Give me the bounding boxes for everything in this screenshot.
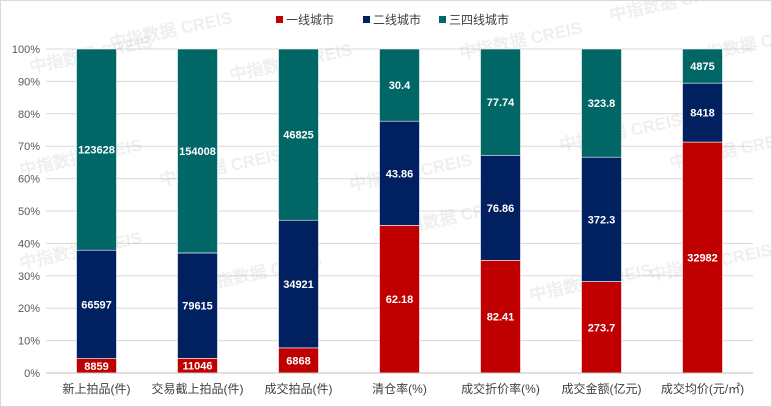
legend-label: 三四线城市 bbox=[449, 12, 509, 27]
data-label: 46825 bbox=[283, 130, 314, 142]
data-label: 32982 bbox=[687, 253, 718, 265]
y-tick-label: 40% bbox=[18, 238, 40, 250]
data-label: 8418 bbox=[690, 108, 714, 120]
legend-label: 二线城市 bbox=[373, 12, 421, 27]
data-label: 82.41 bbox=[487, 312, 515, 324]
bar-segment bbox=[581, 48, 622, 158]
data-label: 43.86 bbox=[386, 168, 414, 180]
bar-segment bbox=[682, 141, 723, 374]
x-category-label: 成交均价(元/㎡) bbox=[661, 381, 744, 396]
bar-segment bbox=[278, 347, 319, 374]
data-label: 273.7 bbox=[588, 322, 616, 334]
data-label: 34921 bbox=[283, 279, 314, 291]
bar-segment bbox=[682, 48, 723, 84]
y-tick-label: 100% bbox=[12, 44, 40, 56]
legend-label: 一线城市 bbox=[286, 12, 334, 27]
bar-segment bbox=[76, 48, 117, 251]
bar-segment bbox=[177, 252, 218, 359]
bar-segment bbox=[480, 48, 521, 156]
bar-segment bbox=[278, 219, 319, 349]
bar-segment bbox=[581, 156, 622, 282]
y-tick-label: 50% bbox=[18, 206, 40, 218]
data-label: 372.3 bbox=[588, 214, 616, 226]
x-category-label: 新上拍品(件) bbox=[63, 381, 131, 396]
y-tick-label: 90% bbox=[18, 76, 40, 88]
data-label: 11046 bbox=[183, 361, 213, 373]
data-label: 30.4 bbox=[389, 80, 411, 92]
y-tick-label: 0% bbox=[24, 368, 40, 380]
bar-segment bbox=[76, 249, 117, 359]
x-category-label: 清仓率(%) bbox=[372, 381, 427, 396]
y-tick-label: 60% bbox=[18, 174, 40, 186]
legend-swatch bbox=[439, 16, 446, 23]
legend-swatch bbox=[363, 16, 370, 23]
watermark-text: 中指数据 CREIS bbox=[108, 7, 234, 52]
y-tick-label: 20% bbox=[18, 303, 40, 315]
data-label: 8859 bbox=[84, 361, 108, 373]
legend-swatch bbox=[276, 16, 283, 23]
bar-segment bbox=[177, 48, 218, 254]
y-tick-label: 70% bbox=[18, 141, 40, 153]
data-label: 4875 bbox=[690, 61, 714, 73]
watermark-text: 中指数据 CREIS bbox=[158, 144, 284, 189]
bar-segment bbox=[379, 120, 420, 226]
x-category-label: 成交金额(亿元) bbox=[562, 381, 642, 396]
axes: 0% 10% 20% 30% 40% 50% 60% 70% 80% 90% 100% 新上拍品(件)… bbox=[12, 44, 753, 396]
y-tick-label: 30% bbox=[18, 271, 40, 283]
data-label: 323.8 bbox=[588, 98, 616, 110]
data-label: 6868 bbox=[286, 355, 310, 367]
y-tick-label: 10% bbox=[18, 336, 40, 348]
watermark-text: 中指数据 CREIS bbox=[608, 1, 734, 25]
data-label: 154008 bbox=[179, 146, 216, 158]
data-label: 66597 bbox=[81, 299, 112, 311]
x-category-label: 交易截上拍品(件) bbox=[152, 381, 244, 396]
data-label: 123628 bbox=[78, 145, 115, 157]
y-tick-label: 80% bbox=[18, 109, 40, 121]
bar-segment bbox=[480, 260, 521, 374]
bar-segment bbox=[480, 154, 521, 261]
data-label: 77.74 bbox=[487, 97, 515, 109]
data-label: 62.18 bbox=[386, 294, 414, 306]
bar-segment bbox=[682, 82, 723, 143]
bars: 8859 66597 123628 11046 79615 154008 6868 34921… bbox=[76, 48, 723, 374]
data-label: 79615 bbox=[182, 301, 213, 313]
bar-segment bbox=[379, 225, 420, 374]
data-label: 76.86 bbox=[487, 203, 515, 215]
bar-segment bbox=[278, 48, 319, 221]
x-category-label: 成交拍品(件) bbox=[265, 381, 333, 396]
legend: 一线城市 二线城市 三四线城市 bbox=[276, 12, 509, 27]
bar-segment bbox=[379, 48, 420, 122]
x-category-label: 成交折价率(%) bbox=[461, 381, 540, 396]
